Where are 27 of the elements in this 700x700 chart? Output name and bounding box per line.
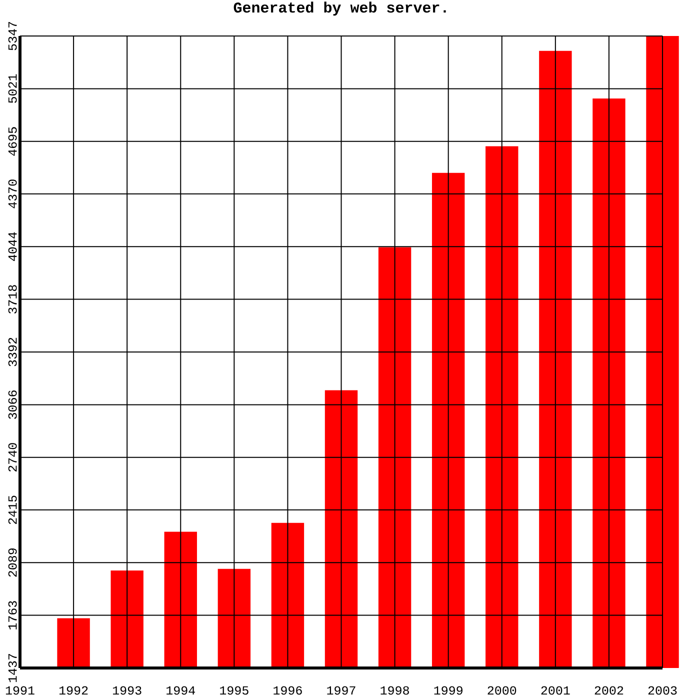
x-tick-label: 1994 <box>166 686 195 695</box>
x-tick-label: 1993 <box>112 686 142 695</box>
y-tick-label: 4044 <box>8 232 17 261</box>
y-tick-label: 2740 <box>8 443 17 472</box>
x-tick-label: 1998 <box>380 686 409 695</box>
y-tick-label: 1437 <box>8 654 17 682</box>
x-tick-label: 1995 <box>220 686 248 695</box>
x-tick-label: 1997 <box>327 686 356 695</box>
y-tick-label: 2089 <box>8 548 17 577</box>
y-tick-label: 5347 <box>8 22 17 50</box>
x-tick-label: 1992 <box>59 686 88 695</box>
x-tick-label: 2000 <box>488 686 516 695</box>
x-tick-label: 1996 <box>274 686 302 695</box>
y-tick-label: 1763 <box>8 601 17 630</box>
x-tick-label: 2003 <box>648 686 677 695</box>
y-tick-label: 5021 <box>8 74 17 103</box>
x-tick-label: 2002 <box>594 686 624 695</box>
y-tick-label: 3066 <box>8 390 17 419</box>
y-tick-label: 3718 <box>8 285 17 314</box>
y-tick-label: 4695 <box>8 127 17 156</box>
x-tick-label: 2001 <box>541 686 570 695</box>
y-tick-label: 4370 <box>8 180 17 208</box>
x-tick-label: 1999 <box>434 686 462 695</box>
chart-title: Generated by web server. <box>234 2 446 16</box>
x-tick-label: 1991 <box>6 686 34 695</box>
y-tick-label: 3392 <box>8 338 17 366</box>
y-tick-label: 2415 <box>8 496 17 524</box>
